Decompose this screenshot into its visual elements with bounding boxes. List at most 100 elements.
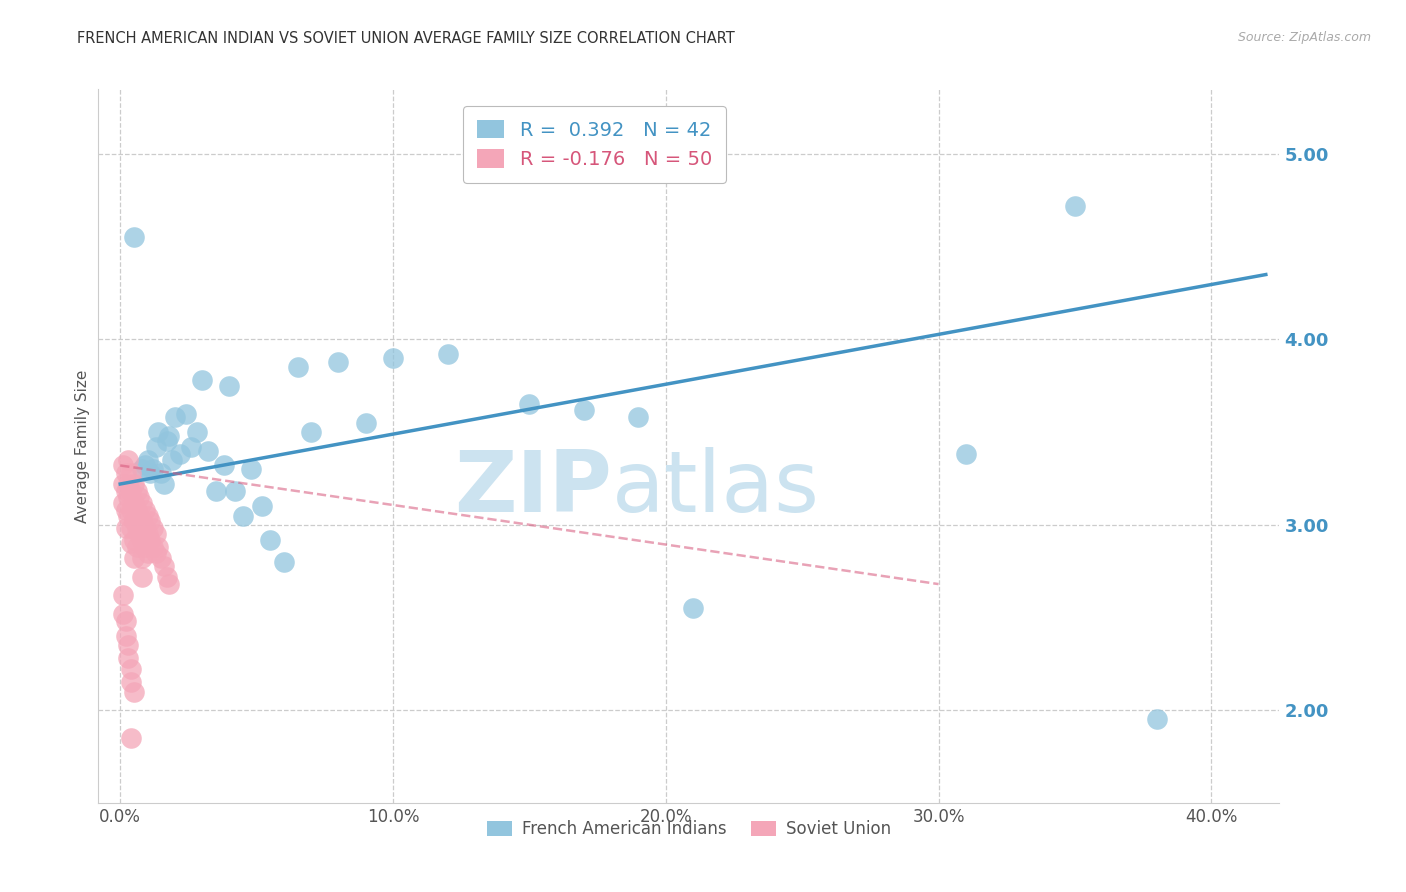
Point [114, 629, 136, 643]
Point [131, 462, 153, 476]
Point [136, 545, 159, 559]
Point [111, 495, 134, 509]
Point [125, 521, 148, 535]
Point [259, 533, 281, 547]
Point [120, 521, 142, 535]
Point [142, 521, 165, 535]
Point [111, 458, 134, 473]
Y-axis label: Average Family Size: Average Family Size [75, 369, 90, 523]
Point [155, 434, 177, 449]
Point [120, 536, 142, 550]
Legend: French American Indians, Soviet Union: French American Indians, Soviet Union [479, 814, 898, 845]
Point [111, 588, 134, 602]
Text: ZIP: ZIP [454, 447, 612, 531]
Point [125, 484, 148, 499]
Point [134, 503, 156, 517]
Text: FRENCH AMERICAN INDIAN VS SOVIET UNION AVERAGE FAMILY SIZE CORRELATION CHART: FRENCH AMERICAN INDIAN VS SOVIET UNION A… [77, 31, 735, 46]
Point [186, 425, 208, 439]
Point [174, 407, 197, 421]
Text: atlas: atlas [612, 447, 820, 531]
Point [122, 477, 145, 491]
Point [117, 651, 139, 665]
Point [240, 462, 263, 476]
Point [122, 495, 145, 509]
Point [136, 527, 159, 541]
Point [117, 477, 139, 491]
Point [1064, 199, 1087, 213]
Point [131, 533, 153, 547]
Point [145, 527, 167, 541]
Point [163, 410, 186, 425]
Point [224, 484, 246, 499]
Point [148, 540, 170, 554]
Point [382, 351, 405, 365]
Point [157, 429, 180, 443]
Point [136, 508, 159, 523]
Point [120, 484, 142, 499]
Point [122, 551, 145, 566]
Point [273, 555, 295, 569]
Point [134, 458, 156, 473]
Point [299, 425, 322, 439]
Point [328, 354, 350, 368]
Point [436, 347, 458, 361]
Point [169, 447, 191, 461]
Point [120, 731, 142, 745]
Point [139, 514, 162, 528]
Point [122, 533, 145, 547]
Point [150, 551, 173, 566]
Point [122, 230, 145, 244]
Point [134, 521, 156, 535]
Point [120, 675, 142, 690]
Point [114, 521, 136, 535]
Point [122, 684, 145, 698]
Point [117, 638, 139, 652]
Point [134, 540, 156, 554]
Point [287, 360, 309, 375]
Point [120, 662, 142, 676]
Point [131, 514, 153, 528]
Point [682, 601, 704, 615]
Point [139, 466, 162, 480]
Point [125, 540, 148, 554]
Point [125, 503, 148, 517]
Point [572, 402, 595, 417]
Point [114, 503, 136, 517]
Point [122, 514, 145, 528]
Point [111, 477, 134, 491]
Point [148, 425, 170, 439]
Point [117, 508, 139, 523]
Point [114, 484, 136, 499]
Point [519, 397, 541, 411]
Point [142, 462, 165, 476]
Point [114, 466, 136, 480]
Point [145, 545, 167, 559]
Point [197, 443, 219, 458]
Point [128, 508, 150, 523]
Point [111, 607, 134, 621]
Point [117, 453, 139, 467]
Point [354, 416, 377, 430]
Point [153, 477, 176, 491]
Point [955, 447, 977, 461]
Point [627, 410, 650, 425]
Point [131, 495, 153, 509]
Point [191, 373, 214, 387]
Point [117, 490, 139, 504]
Point [139, 533, 162, 547]
Point [136, 453, 159, 467]
Point [250, 500, 273, 514]
Point [114, 614, 136, 628]
Point [153, 558, 176, 573]
Point [142, 540, 165, 554]
Point [131, 551, 153, 566]
Point [180, 440, 202, 454]
Point [232, 508, 254, 523]
Point [212, 458, 235, 473]
Point [150, 466, 173, 480]
Point [120, 466, 142, 480]
Point [128, 490, 150, 504]
Point [145, 440, 167, 454]
Point [155, 569, 177, 583]
Point [218, 378, 240, 392]
